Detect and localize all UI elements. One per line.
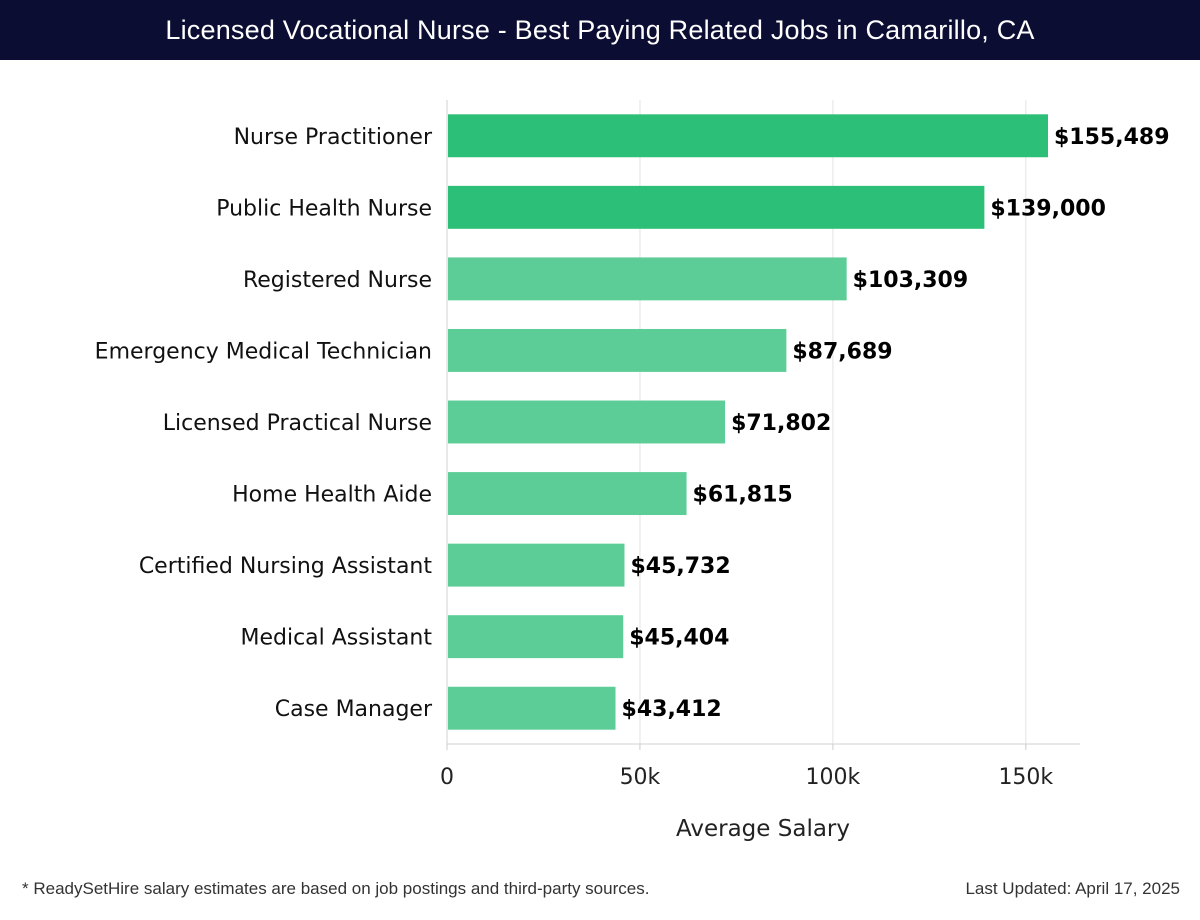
axes: 0 50k 100k 150k <box>440 100 1080 790</box>
bars: Nurse Practitioner $155,489 Public Health … <box>95 114 1170 730</box>
last-updated: Last Updated: April 17, 2025 <box>965 879 1180 898</box>
bar <box>448 686 616 730</box>
value-label: $61,815 <box>693 483 793 508</box>
bar <box>448 615 624 659</box>
category-label: Certified Nursing Assistant <box>139 554 433 579</box>
footer-note: * ReadySetHire salary estimates are base… <box>22 879 650 898</box>
value-label: $45,732 <box>630 554 730 579</box>
category-label: Licensed Practical Nurse <box>163 411 432 436</box>
bar <box>448 400 726 444</box>
x-tick-label: 0 <box>440 765 454 790</box>
bar <box>448 543 625 587</box>
value-label: $103,309 <box>853 268 969 293</box>
x-tick-label: 150k <box>998 765 1053 790</box>
category-label: Nurse Practitioner <box>234 125 433 150</box>
value-label: $43,412 <box>622 697 722 722</box>
bar-chart: Nurse Practitioner $155,489 Public Health … <box>95 100 1170 842</box>
bar <box>448 185 985 229</box>
value-label: $155,489 <box>1054 125 1170 150</box>
bar <box>448 114 1048 158</box>
category-label: Home Health Aide <box>232 483 432 508</box>
category-label: Case Manager <box>275 697 433 722</box>
value-label: $45,404 <box>629 626 729 651</box>
chart-title: Licensed Vocational Nurse - Best Paying … <box>0 0 1200 60</box>
value-label: $87,689 <box>792 339 892 364</box>
bar <box>448 328 787 372</box>
bar <box>448 257 847 301</box>
x-tick-label: 50k <box>620 765 661 790</box>
value-label: $139,000 <box>990 196 1106 221</box>
x-tick-label: 100k <box>806 765 861 790</box>
category-label: Medical Assistant <box>240 626 432 651</box>
category-label: Registered Nurse <box>243 268 432 293</box>
category-label: Emergency Medical Technician <box>95 339 432 364</box>
x-axis-label: Average Salary <box>676 816 850 842</box>
value-label: $71,802 <box>731 411 831 436</box>
bar <box>448 472 687 516</box>
category-label: Public Health Nurse <box>216 196 432 221</box>
